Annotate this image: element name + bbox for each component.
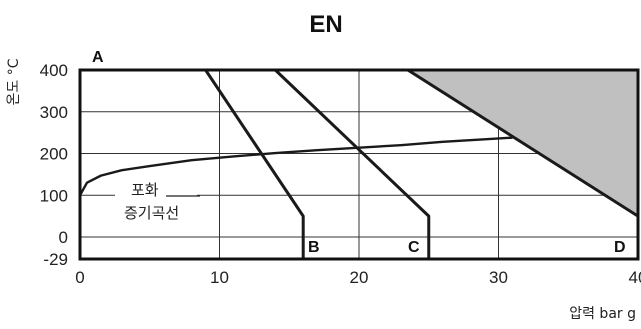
saturation-curve [78,136,513,196]
corner-label-a: A [92,49,104,66]
y-tick-label: 200 [40,145,68,164]
x-tick-label: 10 [210,268,229,287]
x-tick-label: 20 [350,268,369,287]
x-axis-label: 압력 bar g [569,306,636,322]
corner-label-b: B [308,239,320,256]
x-tick-label: 0 [75,268,84,287]
x-tick-labels: 0 10 20 30 40 [75,268,641,287]
limit-line-d [407,68,639,218]
saturation-label-line1: 포화 [131,181,159,199]
x-tick-label: 40 [629,268,641,287]
saturation-label-line2: 증기곡선 [124,204,179,222]
saturation-label-bg [115,180,197,224]
y-tick-label: 0 [59,228,68,247]
x-tick-label: 30 [489,268,508,287]
y-tick-label: 400 [40,61,68,80]
chart-title: EN [309,11,342,38]
limit-line-c [274,68,431,259]
y-tick-label: 300 [40,103,68,122]
y-tick-label: 100 [40,186,68,205]
plot-frame [78,68,640,261]
y-tick-labels: -29 0 100 200 300 400 [40,61,68,269]
y-tick-label: -29 [43,250,68,269]
series-layer [78,68,639,259]
y-axis-label: 온도 °C [6,58,22,105]
limit-line-b [204,69,305,259]
corner-label-d: D [614,239,626,256]
corner-label-c: C [408,239,420,256]
